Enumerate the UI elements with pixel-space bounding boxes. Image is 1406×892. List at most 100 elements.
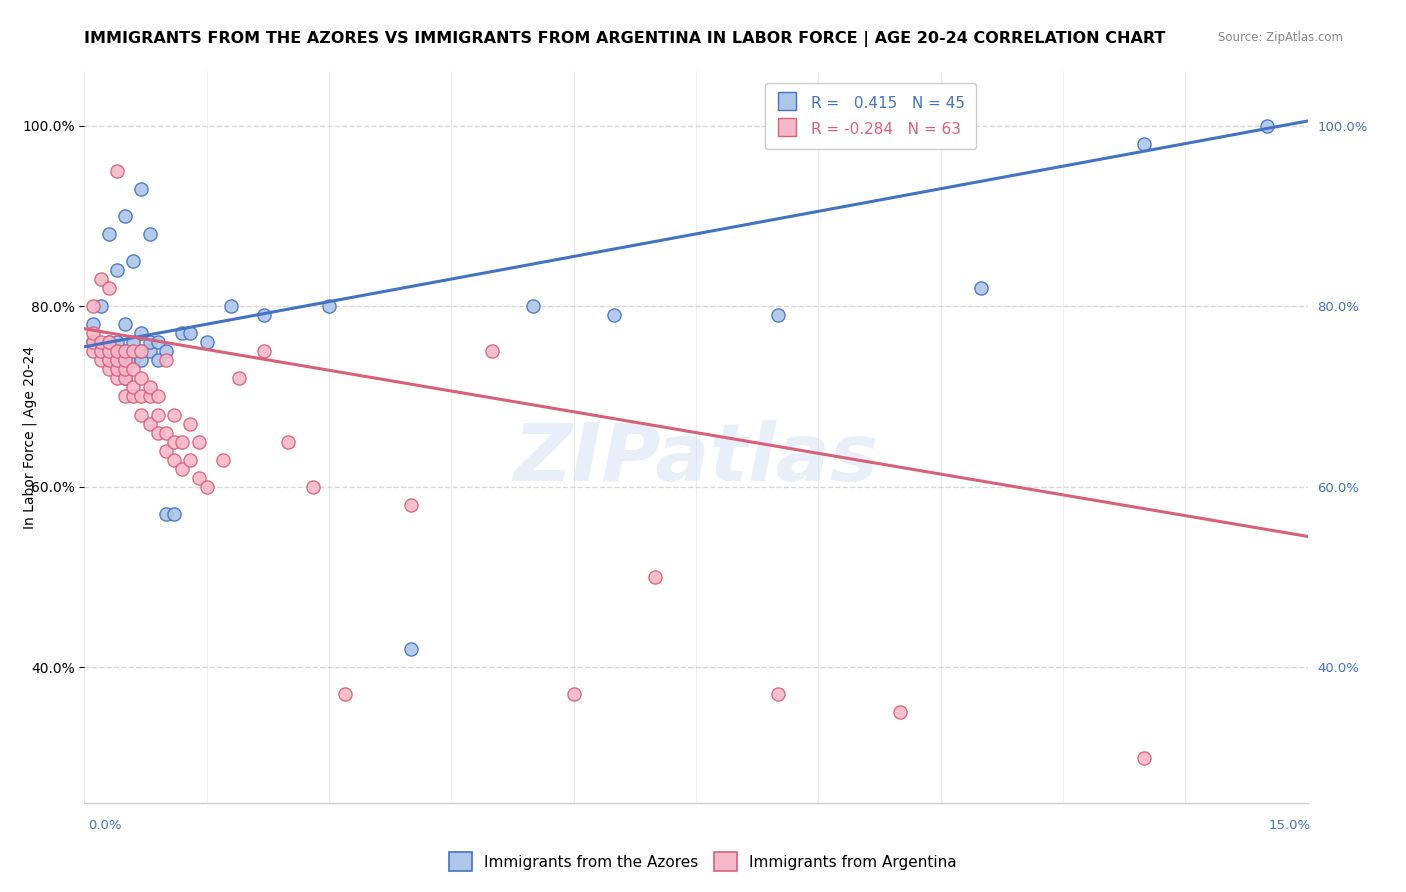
Point <box>212 452 235 467</box>
Point <box>155 443 177 458</box>
Point <box>131 389 153 403</box>
Text: 15.0%: 15.0% <box>1268 819 1310 831</box>
Point <box>90 299 112 313</box>
Point <box>766 308 789 322</box>
Point <box>163 452 186 467</box>
Point <box>131 326 153 341</box>
Point <box>644 570 666 584</box>
Point <box>131 371 153 385</box>
Point <box>138 335 160 350</box>
Point <box>131 344 153 359</box>
Text: 0.0%: 0.0% <box>89 819 122 831</box>
Point <box>179 326 201 341</box>
Point <box>82 299 104 313</box>
Point <box>766 688 789 702</box>
Point <box>114 371 136 385</box>
Point <box>97 353 120 368</box>
Point <box>889 706 911 720</box>
Point <box>155 353 177 368</box>
Point <box>114 344 136 359</box>
Legend: Immigrants from the Azores, Immigrants from Argentina: Immigrants from the Azores, Immigrants f… <box>443 847 963 877</box>
Point <box>131 344 153 359</box>
Point <box>105 344 128 359</box>
Point <box>146 425 169 440</box>
Text: Source: ZipAtlas.com: Source: ZipAtlas.com <box>1218 31 1343 45</box>
Point <box>172 461 194 475</box>
Point <box>90 272 112 286</box>
Point <box>97 353 120 368</box>
Point <box>105 263 128 277</box>
Point <box>122 344 145 359</box>
Point <box>122 353 145 368</box>
Point <box>138 344 160 359</box>
Point <box>114 353 136 368</box>
Text: In Labor Force | Age 20-24: In Labor Force | Age 20-24 <box>22 345 37 529</box>
Point <box>105 163 128 178</box>
Point <box>146 335 169 350</box>
Point <box>138 380 160 394</box>
Point <box>179 417 201 431</box>
Point <box>603 308 626 322</box>
Point <box>1256 119 1278 133</box>
Point <box>114 344 136 359</box>
Point <box>277 434 299 449</box>
Point <box>1133 750 1156 764</box>
Point <box>105 335 128 350</box>
Point <box>172 434 194 449</box>
Point <box>131 353 153 368</box>
Point <box>163 434 186 449</box>
Point <box>97 362 120 376</box>
Point <box>114 362 136 376</box>
Point <box>131 182 153 196</box>
Point <box>301 480 323 494</box>
Point <box>195 335 218 350</box>
Point <box>228 371 250 385</box>
Point <box>105 353 128 368</box>
Point <box>335 688 357 702</box>
Point <box>97 335 120 350</box>
Point <box>179 452 201 467</box>
Point <box>522 299 544 313</box>
Point <box>114 353 136 368</box>
Point <box>122 362 145 376</box>
Point <box>90 344 112 359</box>
Point <box>138 227 160 241</box>
Point <box>114 317 136 331</box>
Point <box>155 507 177 521</box>
Point <box>90 335 112 350</box>
Point <box>399 498 422 512</box>
Point <box>970 281 993 295</box>
Point <box>114 371 136 385</box>
Point <box>97 344 120 359</box>
Text: ZIPatlas: ZIPatlas <box>513 420 879 498</box>
Point <box>105 353 128 368</box>
Point <box>114 389 136 403</box>
Point <box>122 344 145 359</box>
Point <box>138 417 160 431</box>
Point <box>562 688 585 702</box>
Point <box>138 389 160 403</box>
Legend: R =   0.415   N = 45, R = -0.284   N = 63: R = 0.415 N = 45, R = -0.284 N = 63 <box>765 83 976 149</box>
Point <box>90 353 112 368</box>
Point <box>105 371 128 385</box>
Point <box>318 299 340 313</box>
Point <box>105 344 128 359</box>
Point <box>155 344 177 359</box>
Point <box>82 335 104 350</box>
Point <box>82 326 104 341</box>
Point <box>105 362 128 376</box>
Point <box>155 425 177 440</box>
Point <box>90 344 112 359</box>
Point <box>219 299 242 313</box>
Point <box>1133 136 1156 151</box>
Point <box>172 326 194 341</box>
Point <box>131 408 153 422</box>
Point <box>97 335 120 350</box>
Point <box>82 317 104 331</box>
Point <box>122 254 145 268</box>
Point <box>195 480 218 494</box>
Point <box>146 353 169 368</box>
Point <box>253 308 276 322</box>
Point <box>122 380 145 394</box>
Text: IMMIGRANTS FROM THE AZORES VS IMMIGRANTS FROM ARGENTINA IN LABOR FORCE | AGE 20-: IMMIGRANTS FROM THE AZORES VS IMMIGRANTS… <box>84 31 1166 47</box>
